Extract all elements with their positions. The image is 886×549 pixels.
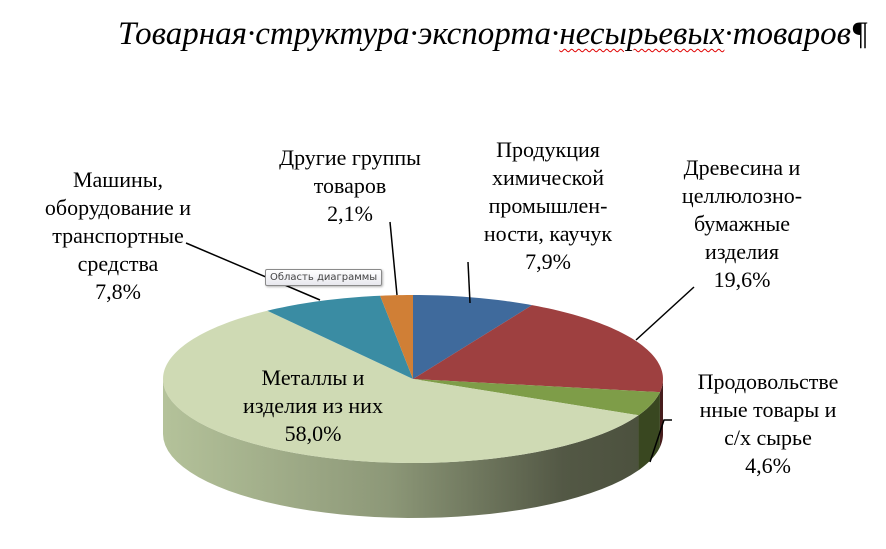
slice-5-top[interactable] (267, 295, 413, 379)
leader-line-chem (467, 261, 471, 304)
misspelled-word: несырьевых (559, 16, 725, 52)
chart-area-tooltip: Область диаграммы (265, 269, 383, 286)
data-label-machines: Машины, оборудование и транспортные сред… (44, 167, 192, 304)
leader-line-machines (185, 242, 321, 301)
leader-line-others (389, 221, 398, 296)
data-label-food: Продовольстве нные товары и с/х сырье 4,… (697, 369, 839, 478)
slice-6-top[interactable] (380, 295, 413, 379)
leader-line-food (649, 419, 672, 463)
slice-2-top[interactable] (413, 305, 663, 393)
data-label-wood: Древесина и целлюлозно- бумажные изделия… (681, 155, 803, 292)
leader-line-wood (635, 286, 695, 341)
slice-1-top[interactable] (413, 295, 533, 379)
data-label-chem: Продукция химической промышлен- ности, к… (483, 137, 613, 274)
document-title: Товарная·структура·экспорта·несырьевых·т… (118, 16, 869, 52)
data-label-others: Другие группы товаров 2,1% (279, 145, 421, 226)
slice-4-top[interactable] (163, 310, 639, 463)
slice-3-top[interactable] (413, 379, 660, 416)
data-label-metals: Металлы и изделия из них 58,0% (243, 365, 383, 446)
pilcrow-mark: ¶ (850, 16, 869, 52)
slice-3-side[interactable] (638, 392, 660, 471)
slice-4-side[interactable] (163, 379, 639, 518)
